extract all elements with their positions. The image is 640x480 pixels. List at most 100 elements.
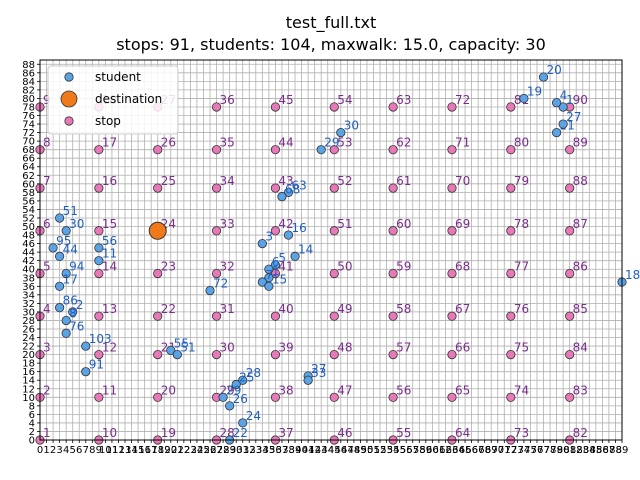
stop-label: 13 xyxy=(102,302,117,316)
x-tick-label: 66 xyxy=(465,445,478,456)
stop-marker xyxy=(94,183,104,193)
stop-label: 83 xyxy=(573,383,588,397)
student-label: 91 xyxy=(89,358,104,372)
x-tick-label: 74 xyxy=(518,445,531,456)
student-label: 8 xyxy=(69,306,77,320)
student-label: 29 xyxy=(226,383,241,397)
stop-marker xyxy=(270,183,281,193)
stop-label: 5 xyxy=(43,259,51,273)
stop-marker xyxy=(94,226,104,236)
student-marker xyxy=(61,315,71,326)
stop-label: 90 xyxy=(573,93,588,107)
stop-marker xyxy=(506,226,516,236)
x-tick-label: 40 xyxy=(295,445,308,456)
stop-label: 60 xyxy=(396,217,411,231)
stop-marker xyxy=(211,102,222,112)
x-tick-label: 79 xyxy=(550,445,563,456)
student-marker xyxy=(55,251,65,262)
stop-marker xyxy=(94,311,104,321)
stop-marker xyxy=(447,145,457,155)
x-tick-label: 52 xyxy=(374,445,387,456)
x-tick-label: 16 xyxy=(138,445,151,456)
student-marker xyxy=(205,285,215,296)
stop-label: 2 xyxy=(43,383,51,397)
x-tick-label: 62 xyxy=(439,445,452,456)
student-label: 94 xyxy=(69,259,84,273)
stop-label: 74 xyxy=(514,383,529,397)
x-tick-label: 73 xyxy=(511,445,524,456)
stop-label: 17 xyxy=(102,136,117,150)
student-label: 30 xyxy=(344,119,359,133)
stop-label: 57 xyxy=(396,341,411,355)
student-label: 26 xyxy=(233,392,248,406)
stop-label: 82 xyxy=(573,426,588,440)
legend-destination-marker xyxy=(60,90,78,108)
stop-label: 51 xyxy=(337,217,352,231)
stop-marker xyxy=(388,226,398,236)
stop-label: 42 xyxy=(278,217,293,231)
stop-marker xyxy=(270,226,281,236)
x-tick-label: 22 xyxy=(177,445,190,456)
x-tick-label: 19 xyxy=(158,445,171,456)
student-marker xyxy=(94,243,104,253)
stop-label: 55 xyxy=(396,426,411,440)
y-tick-label: 28 xyxy=(22,316,35,327)
student-label: 86 xyxy=(63,294,78,308)
student-label: 17 xyxy=(63,272,78,286)
stop-label: 36 xyxy=(220,93,235,107)
student-marker xyxy=(303,375,313,385)
stop-label: 65 xyxy=(455,383,470,397)
x-tick-label: 17 xyxy=(145,445,158,456)
y-tick-label: 10 xyxy=(22,393,35,404)
stop-label: 41 xyxy=(278,259,293,273)
x-tick-label: 83 xyxy=(576,445,589,456)
y-axis-ticks: 0246810121416182022242628303234363840424… xyxy=(22,60,40,447)
x-tick-label: 81 xyxy=(563,445,576,456)
stop-label: 64 xyxy=(455,426,470,440)
x-tick-label: 5 xyxy=(70,445,76,456)
stop-marker xyxy=(270,392,281,402)
x-tick-label: 58 xyxy=(413,445,426,456)
x-tick-label: 29 xyxy=(223,445,236,456)
stop-marker xyxy=(447,268,457,279)
legend-stop-marker xyxy=(64,116,74,126)
stop-marker xyxy=(270,145,281,155)
x-tick-label: 14 xyxy=(125,445,138,456)
x-tick-label: 0 xyxy=(37,445,43,456)
student-marker xyxy=(538,72,549,82)
stop-label: 78 xyxy=(514,217,529,231)
x-tick-label: 38 xyxy=(282,445,295,456)
x-tick-label: 33 xyxy=(249,445,262,456)
stop-marker xyxy=(447,102,457,112)
y-tick-label: 18 xyxy=(22,359,35,370)
student-marker xyxy=(264,281,274,291)
stop-label: 1 xyxy=(43,426,51,440)
stop-marker xyxy=(94,145,104,155)
x-tick-label: 43 xyxy=(315,445,328,456)
student-label: 33 xyxy=(311,366,326,380)
y-tick-label: 32 xyxy=(22,299,35,310)
student-marker xyxy=(166,345,176,355)
stop-label: 72 xyxy=(455,93,470,107)
x-tick-label: 88 xyxy=(609,445,622,456)
stop-marker xyxy=(270,102,281,112)
stop-label: 4 xyxy=(43,302,51,316)
student-marker xyxy=(61,226,71,236)
stop-marker xyxy=(153,311,163,321)
student-label: 63 xyxy=(291,178,306,192)
student-label: 27 xyxy=(566,110,581,124)
student-label: 11 xyxy=(102,247,117,261)
y-tick-label: 74 xyxy=(22,120,35,131)
stop-label: 56 xyxy=(396,383,411,397)
stop-label: 50 xyxy=(337,259,352,273)
stop-label: 43 xyxy=(278,174,293,188)
y-tick-label: 36 xyxy=(22,282,35,293)
stop-label: 23 xyxy=(161,259,176,273)
y-tick-label: 82 xyxy=(22,85,35,96)
x-tick-label: 85 xyxy=(589,445,602,456)
student-marker xyxy=(257,238,267,249)
stop-marker xyxy=(565,226,575,236)
stop-label: 33 xyxy=(220,217,235,231)
stop-label: 61 xyxy=(396,174,411,188)
y-tick-label: 4 xyxy=(29,418,35,429)
